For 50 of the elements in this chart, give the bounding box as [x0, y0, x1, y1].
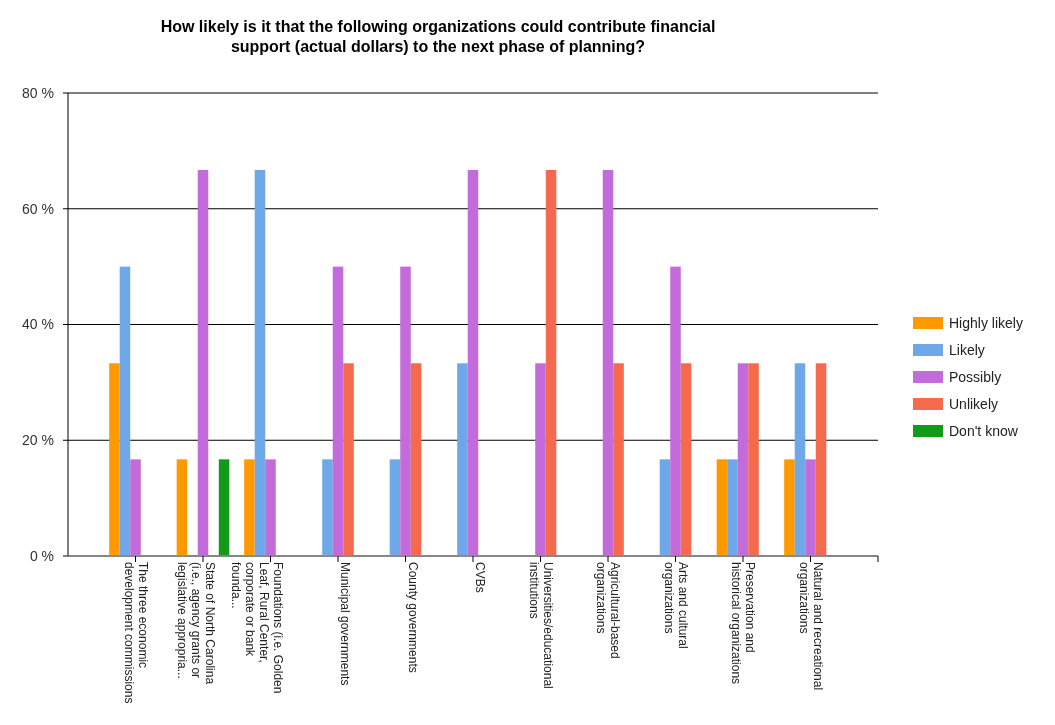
bar [130, 459, 141, 556]
x-tick-label: CVBs [473, 562, 487, 593]
bar [400, 266, 411, 556]
bar [680, 363, 692, 556]
bar [535, 363, 546, 556]
x-tick-label: Universities/educational institutions [526, 562, 555, 689]
bar [545, 169, 557, 556]
bar [659, 459, 671, 556]
bar [265, 459, 276, 556]
bar [784, 459, 795, 556]
bar [805, 459, 816, 556]
bar [389, 459, 401, 556]
bar [737, 363, 749, 556]
x-tick-label: County governments [405, 562, 420, 673]
bar [602, 169, 614, 556]
bar [254, 169, 266, 556]
x-tick-label: The three economic development commissions [121, 562, 150, 704]
legend-label: Unlikely [949, 395, 999, 412]
y-tick-label: 60 % [22, 200, 54, 217]
bar [716, 459, 728, 556]
bar [343, 363, 354, 556]
legend-label: Possibly [949, 368, 1002, 385]
x-tick-label: Foundations (i.e. Golden Leaf, Rural Center, corporate or bank founda... [228, 562, 285, 694]
legend-label: Highly likely [949, 314, 1023, 331]
bar [109, 363, 120, 556]
bar [218, 459, 230, 556]
legend-label: Don't know [949, 422, 1019, 439]
legend-label: Likely [949, 341, 985, 358]
y-tick-label: 20 % [22, 432, 54, 449]
chart-title: How likely is it that the following organizations could contribute financial support (actual dollars) to the next phase of planning? [160, 18, 716, 55]
bar [467, 169, 479, 556]
bar [119, 266, 131, 556]
bar [670, 266, 681, 556]
y-tick-label: 40 % [22, 316, 54, 333]
bar [748, 363, 759, 556]
y-tick-label: 0 % [29, 547, 54, 564]
bar [613, 363, 624, 556]
bar [332, 266, 344, 556]
x-tick-label: Municipal governments [338, 562, 352, 686]
bar [176, 459, 188, 556]
bar [244, 459, 255, 556]
y-tick-label: 80 % [22, 84, 54, 101]
x-tick-label: State of North Carolina (i.e., agency grants or legislative appropria... [175, 562, 217, 685]
bar [197, 169, 209, 556]
bar [457, 363, 468, 556]
bar [815, 363, 827, 556]
bar [410, 363, 422, 556]
bar [794, 363, 806, 556]
bar [727, 459, 738, 556]
bar [322, 459, 333, 556]
